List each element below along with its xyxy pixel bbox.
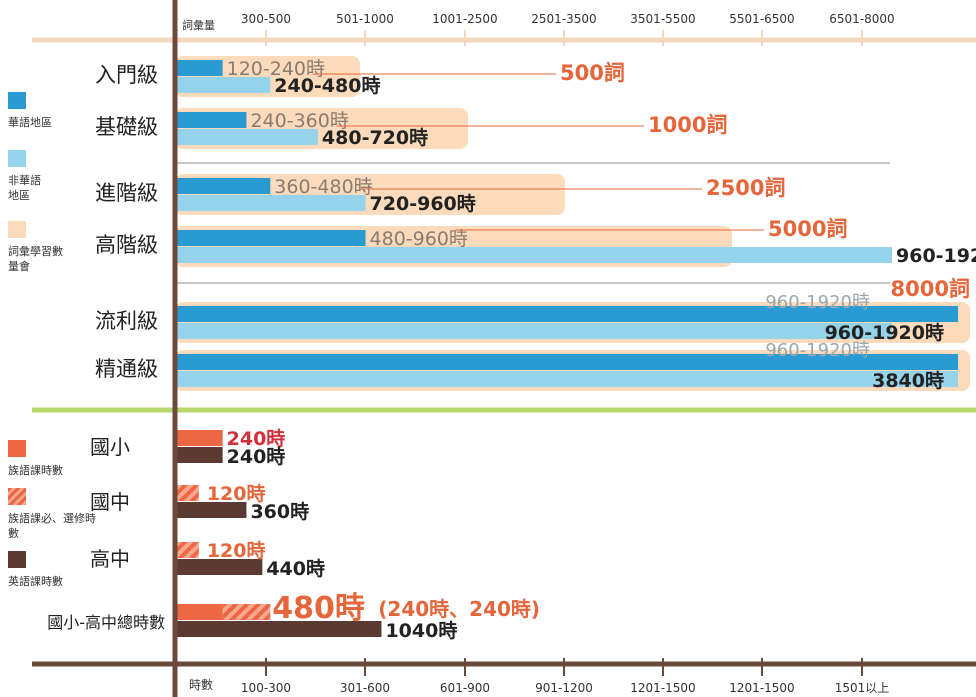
bar-non-chinese-region [175, 323, 892, 339]
bar-label-english: 360時 [250, 501, 309, 523]
school-level-label: 高中 [90, 547, 130, 571]
bar-label-chinese: 240-360時 [250, 110, 348, 132]
bar-ethnic-required [175, 430, 223, 446]
bar-label-chinese: 960-1920時 [765, 340, 870, 361]
legend-swatch-vocab [8, 221, 26, 238]
bottom-axis-tick-label: 1201-1500 [729, 681, 794, 695]
bottom-axis-tick-label: 1201-1500 [630, 681, 695, 695]
bar-label-english: 1040時 [385, 620, 457, 642]
top-axis-tick-label: 501-1000 [336, 12, 394, 26]
bar-chinese-region [175, 306, 958, 322]
legend-label-ethnic: 族語課時數 [8, 464, 63, 477]
bar-label-ethnic: 240時 [227, 428, 286, 450]
bar-chinese-region [175, 112, 247, 128]
vocab-label: 8000詞 [891, 277, 970, 301]
school-level-label: 國中 [90, 490, 130, 514]
bar-label-non-chinese: 480-720時 [322, 127, 428, 149]
bar-label-chinese: 480-960時 [370, 228, 468, 250]
legend-bottom: 族語課時數 族語課必、選修時數 英語課時數 [8, 440, 100, 589]
bottom-axis-title: 時數 [189, 678, 213, 692]
legend-top: 華語地區 非華語地區 詞彙學習數量會 [8, 92, 68, 274]
legend-label-ethnic-elective: 族語課必、選修時數 [8, 512, 96, 540]
top-axis-tick-label: 6501-8000 [829, 12, 894, 26]
bar-chinese-region [175, 354, 958, 370]
bar-ethnic-elective [175, 542, 199, 558]
bottom-axis-tick-label: 601-900 [440, 681, 490, 695]
bar-chinese-region [175, 230, 366, 246]
legend-item-ethnic-elective: 族語課必、選修時數 [8, 488, 100, 541]
bar-chinese-region [175, 60, 223, 76]
legend-item-ethnic: 族語課時數 [8, 440, 100, 478]
bar-non-chinese-region [175, 247, 892, 263]
bar-label-ethnic: 120時 [207, 540, 266, 562]
bar-non-chinese-region [175, 77, 271, 93]
bar-label-non-chinese: 960-1920時 [896, 245, 976, 267]
bar-english [175, 559, 263, 575]
bar-english [175, 621, 382, 637]
vocab-label: 1000詞 [648, 113, 727, 137]
school-level-label: 國小-高中總時數 [47, 613, 165, 632]
legend-swatch-ethnic [8, 440, 26, 457]
bar-chinese-region [175, 178, 271, 194]
bottom-axis-tick-label: 301-600 [340, 681, 390, 695]
bar-label-non-chinese: 960-1920時 [825, 322, 944, 344]
legend-swatch-ethnic-elective [8, 488, 26, 505]
legend-swatch-non-chinese [8, 150, 26, 167]
legend-item-chinese-region: 華語地區 [8, 92, 68, 130]
bar-label-chinese: 120-240時 [227, 58, 325, 80]
legend-item-vocab: 詞彙學習數量會 [8, 221, 68, 274]
bar-label-non-chinese: 240-480時 [274, 75, 380, 97]
bar-non-chinese-region [175, 195, 366, 211]
level-label: 流利級 [95, 309, 158, 333]
bottom-axis-tick-label: 901-1200 [535, 681, 593, 695]
legend-label-non-chinese: 非華語地區 [8, 174, 41, 202]
legend-item-english: 英語課時數 [8, 551, 100, 589]
top-axis-tick-label: 1001-2500 [432, 12, 497, 26]
bar-non-chinese-region [175, 371, 958, 387]
legend-label-vocab: 詞彙學習數量會 [8, 245, 63, 273]
legend-swatch-english [8, 551, 26, 568]
vocab-label: 2500詞 [706, 176, 785, 200]
bar-label-ethnic-total: 480時 [272, 591, 365, 626]
level-label: 進階級 [95, 181, 158, 205]
bar-label-chinese: 360-480時 [274, 176, 372, 198]
top-axis-tick-label: 300-500 [241, 12, 291, 26]
level-label: 高階級 [95, 233, 158, 257]
bar-label-chinese: 960-1920時 [765, 292, 870, 313]
top-axis-tick-label: 2501-3500 [531, 12, 596, 26]
bar-label-english: 240時 [227, 446, 286, 468]
bar-label-non-chinese: 720-960時 [370, 193, 476, 215]
legend-item-non-chinese-region: 非華語地區 [8, 150, 68, 203]
bar-ethnic-elective [175, 485, 199, 501]
vocab-label: 500詞 [560, 61, 625, 85]
bar-ethnic-elective [222, 604, 271, 620]
bar-non-chinese-region [175, 129, 318, 145]
bar-english [175, 447, 223, 463]
bar-label-ethnic-breakdown: (240時、240時) [378, 597, 540, 621]
level-label: 入門級 [95, 63, 158, 87]
legend-label-english: 英語課時數 [8, 575, 63, 588]
bar-label-ethnic: 120時 [207, 483, 266, 505]
bar-english [175, 502, 247, 518]
school-level-label: 國小 [90, 435, 130, 459]
level-label: 精通級 [95, 357, 158, 381]
bottom-axis-tick-label: 100-300 [241, 681, 291, 695]
legend-swatch-chinese [8, 92, 26, 109]
bar-label-english: 440時 [266, 558, 325, 580]
bottom-axis-tick-label: 1501以上 [835, 681, 890, 695]
bar-label-non-chinese: 3840時 [872, 370, 944, 392]
vocab-label: 5000詞 [768, 217, 847, 241]
top-axis-title: 詞彙量 [182, 18, 215, 32]
level-label: 基礎級 [95, 115, 158, 139]
bar-ethnic-required [175, 604, 223, 620]
top-axis-tick-label: 5501-6500 [729, 12, 794, 26]
legend-label-chinese: 華語地區 [8, 116, 52, 129]
top-axis-tick-label: 3501-5500 [630, 12, 695, 26]
